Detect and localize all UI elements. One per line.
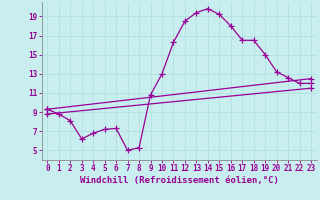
X-axis label: Windchill (Refroidissement éolien,°C): Windchill (Refroidissement éolien,°C): [80, 176, 279, 185]
